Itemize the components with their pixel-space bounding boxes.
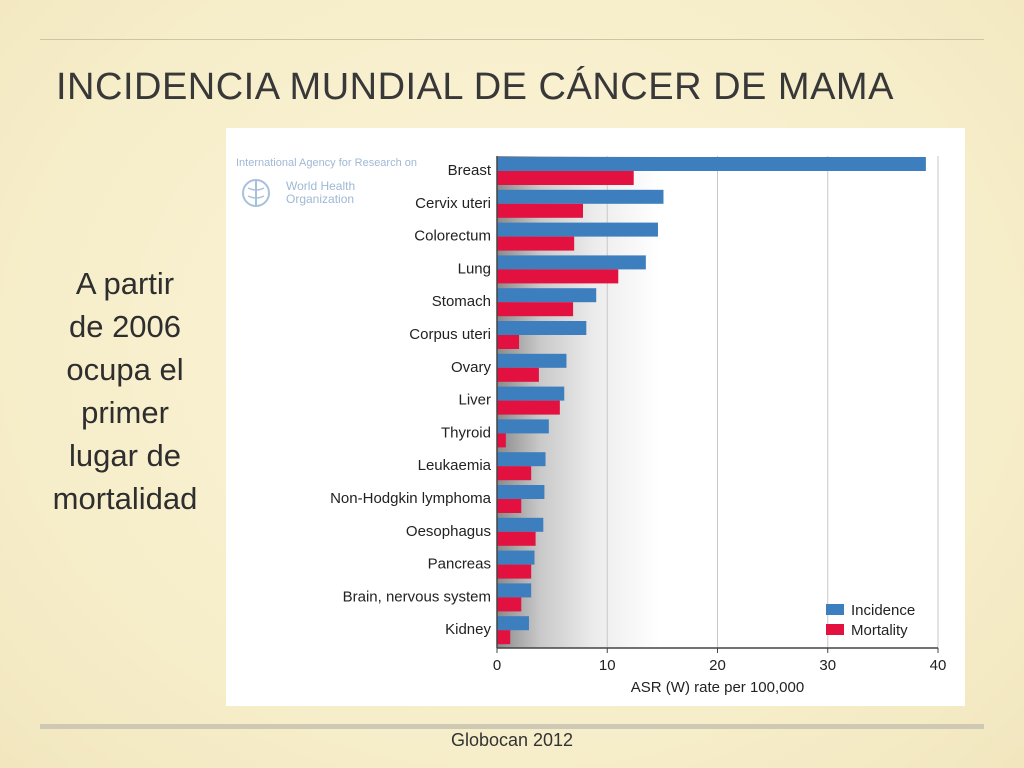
category-label: Kidney	[445, 621, 491, 638]
slide-title: INCIDENCIA MUNDIAL DE CÁNCER DE MAMA	[56, 66, 894, 108]
x-axis-label: ASR (W) rate per 100,000	[631, 679, 804, 696]
legend-label-incidence: Incidence	[851, 602, 915, 619]
legend-label-mortality: Mortality	[851, 622, 908, 639]
x-tick-label: 20	[709, 657, 726, 674]
mortality-bar	[497, 171, 634, 185]
category-label: Thyroid	[441, 424, 491, 441]
org-line-2: Organization	[286, 192, 354, 206]
category-label: Lung	[458, 260, 491, 277]
category-label: Cervix uteri	[415, 195, 491, 212]
mortality-bar	[497, 335, 520, 349]
mortality-bar	[497, 203, 583, 218]
incidence-bar	[497, 616, 529, 631]
mortality-bar	[497, 531, 536, 546]
legend: Incidence Mortality	[826, 602, 915, 639]
side-note-line: mortalidad	[52, 481, 198, 516]
axes	[496, 156, 939, 653]
incidence-bar	[497, 353, 567, 368]
category-label: Non-Hodgkin lymphoma	[330, 490, 492, 507]
incidence-bar	[497, 550, 535, 565]
mortality-bar	[497, 433, 506, 448]
incidence-bar	[497, 321, 587, 335]
x-tick-label: 40	[930, 657, 947, 674]
grid-lines	[606, 156, 939, 648]
mortality-bar	[497, 630, 511, 645]
bottom-divider	[40, 724, 984, 729]
mortality-bar	[497, 564, 532, 579]
mortality-bar	[497, 236, 575, 251]
category-label: Stomach	[432, 293, 491, 310]
incidence-bar	[497, 157, 926, 171]
incidence-bar	[497, 452, 546, 467]
category-label: Leukaemia	[418, 457, 492, 474]
category-label: Pancreas	[428, 556, 491, 573]
footer-source: Globocan 2012	[450, 730, 574, 750]
mortality-bar	[497, 367, 539, 382]
mortality-bar	[497, 597, 522, 612]
chart-panel: International Agency for Research on Wor…	[226, 128, 965, 706]
side-note-line: primer	[81, 395, 169, 430]
incidence-bar	[497, 386, 565, 401]
x-tick-label: 10	[599, 657, 616, 674]
incidence-bar	[497, 288, 597, 303]
incidence-bar	[497, 583, 532, 598]
who-logo: International Agency for Research on Wor…	[236, 157, 417, 207]
category-label: Colorectum	[414, 228, 491, 245]
category-label: Corpus uteri	[409, 326, 491, 343]
category-labels: Breast Cervix uteri Colorectum Lung Stomach C…	[330, 162, 492, 638]
incidence-bar	[497, 419, 549, 434]
top-divider	[40, 39, 984, 40]
category-label: Ovary	[451, 359, 492, 376]
side-note-line: A partir	[75, 266, 175, 301]
bar-chart: International Agency for Research on Wor…	[236, 156, 947, 696]
agency-text: International Agency for Research on	[236, 157, 417, 169]
incidence-bar	[497, 255, 646, 270]
side-note-line: lugar de	[68, 438, 182, 473]
category-label: Breast	[448, 162, 492, 179]
mortality-bar	[497, 466, 532, 481]
who-emblem-icon	[242, 179, 270, 207]
bars	[497, 157, 926, 645]
side-note-line: de 2006	[68, 309, 182, 344]
mortality-bar	[497, 499, 522, 513]
mortality-bar	[497, 302, 574, 317]
legend-swatch-mortality	[826, 624, 844, 635]
category-label: Brain, nervous system	[343, 588, 491, 605]
x-tick-label: 30	[819, 657, 836, 674]
mortality-bar	[497, 400, 560, 415]
incidence-bar	[497, 517, 544, 532]
incidence-bar	[497, 189, 664, 204]
x-tick-labels: 0 10 20 30 40	[493, 657, 947, 674]
side-note-line: ocupa el	[66, 352, 184, 387]
incidence-bar	[497, 485, 545, 499]
legend-swatch-incidence	[826, 604, 844, 615]
side-note: A partir de 2006 ocupa el primer lugar d…	[32, 262, 218, 520]
category-label: Liver	[458, 392, 491, 409]
category-label: Oesophagus	[406, 523, 491, 540]
incidence-bar	[497, 222, 658, 237]
org-line-1: World Health	[286, 179, 355, 193]
x-tick-label: 0	[493, 657, 501, 674]
mortality-bar	[497, 269, 619, 284]
